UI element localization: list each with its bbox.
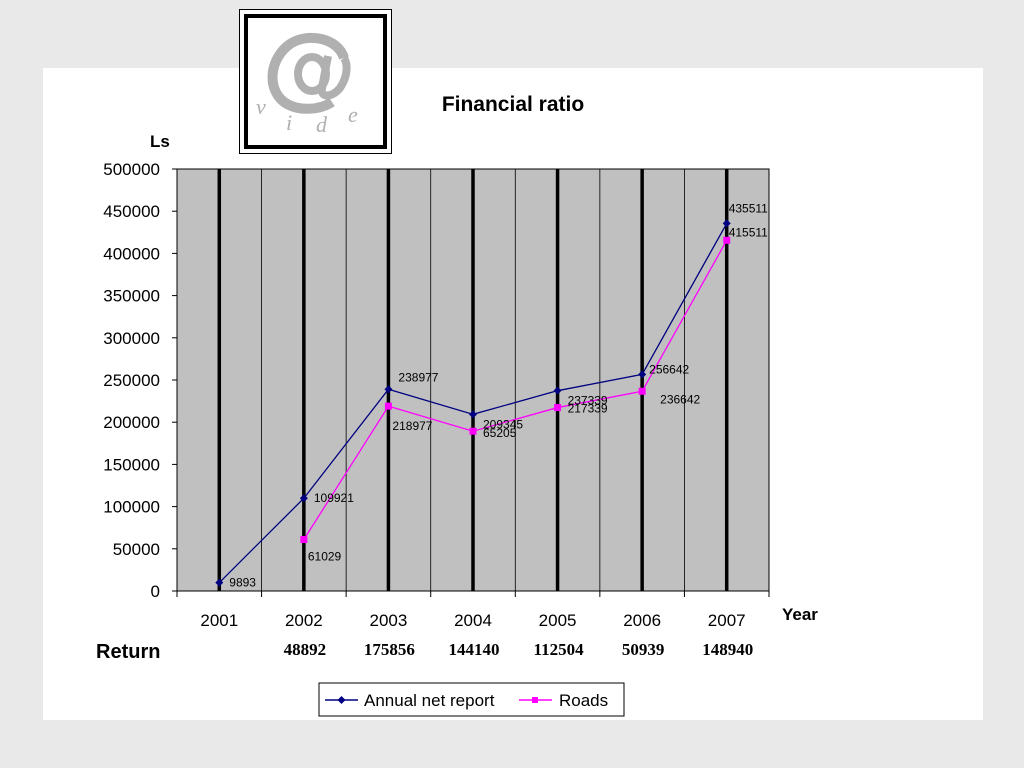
series-line-roads (303, 239, 728, 540)
y-tick-label: 0 (151, 582, 160, 601)
legend-label-annual-net-report: Annual net report (364, 691, 495, 710)
at-sign-logo-icon: v i d e (256, 32, 358, 137)
svg-text:v: v (256, 94, 266, 119)
data-label: 109921 (314, 491, 354, 505)
data-label: 61029 (308, 549, 342, 563)
svg-text:e: e (348, 102, 358, 127)
legend-box (318, 682, 625, 717)
data-point-annual-net-report (299, 494, 308, 503)
logo-border: v i d e (244, 14, 387, 149)
y-axis-title: Ls (150, 132, 170, 151)
x-tick-label: 2001 (200, 611, 238, 630)
return-value: 144140 (449, 640, 500, 659)
x-tick-label: 2002 (285, 611, 323, 630)
legend-label-roads: Roads (559, 691, 608, 710)
return-value: 50939 (622, 640, 665, 659)
return-value: 148940 (702, 640, 753, 659)
data-label: 435511 (729, 201, 768, 215)
data-point-annual-net-report (469, 410, 477, 419)
data-label: 9893 (229, 576, 256, 590)
y-tick-label: 100000 (103, 498, 160, 517)
svg-text:i: i (286, 110, 292, 135)
x-tick-label: 2006 (623, 611, 661, 630)
data-label: 218977 (392, 419, 432, 433)
data-point-roads (723, 236, 731, 244)
data-point-annual-net-report (722, 219, 731, 228)
return-value: 175856 (364, 640, 415, 659)
y-tick-label: 400000 (103, 244, 160, 263)
data-point-annual-net-report (553, 386, 562, 395)
y-tick-label: 500000 (103, 160, 160, 179)
y-tick-label: 250000 (103, 371, 160, 390)
data-label: 237339 (568, 394, 608, 408)
data-label: 415511 (729, 225, 768, 239)
data-point-roads (384, 402, 392, 410)
logo-image: v i d e (239, 9, 392, 154)
x-tick-label: 2003 (370, 611, 408, 630)
y-tick-label: 200000 (103, 413, 160, 432)
legend: Annual net report Roads (318, 682, 625, 717)
svg-text:d: d (316, 112, 328, 137)
legend-marker-square (532, 697, 538, 703)
x-tick-label: 2004 (454, 611, 492, 630)
legend-marker-diamond (337, 696, 346, 704)
x-axis-title: Year (782, 605, 818, 624)
y-tick-label: 300000 (103, 329, 160, 348)
return-value: 112504 (534, 640, 585, 659)
data-label: 238977 (398, 370, 438, 384)
data-point-roads (638, 387, 646, 395)
data-point-roads (554, 404, 562, 412)
data-point-roads (469, 427, 477, 435)
x-tick-label: 2005 (539, 611, 577, 630)
data-label: 236642 (660, 392, 700, 406)
data-point-annual-net-report (384, 385, 393, 394)
data-point-roads (300, 535, 308, 543)
y-tick-label: 50000 (113, 540, 160, 559)
chart-title: Financial ratio (442, 93, 584, 116)
data-label: 217339 (568, 402, 608, 416)
y-tick-label: 450000 (103, 202, 160, 221)
return-value: 48892 (284, 640, 327, 659)
y-tick-label: 350000 (103, 287, 160, 306)
data-label: 209345 (483, 417, 523, 431)
data-point-annual-net-report (215, 578, 224, 587)
data-point-annual-net-report (638, 370, 647, 379)
y-tick-label: 150000 (103, 455, 160, 474)
data-label: 65205 (483, 426, 517, 440)
data-label: 256642 (649, 362, 689, 376)
x-tick-label: 2007 (708, 611, 746, 630)
return-row-title: Return (96, 641, 160, 663)
